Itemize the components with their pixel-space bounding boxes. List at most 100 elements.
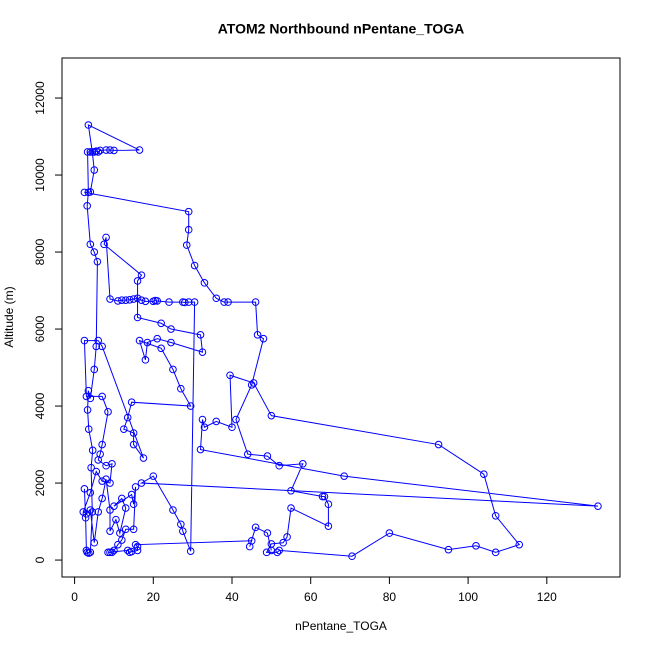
data-point xyxy=(259,334,268,343)
data-point xyxy=(106,295,114,303)
y-tick-label: 6000 xyxy=(33,315,47,342)
data-point xyxy=(83,202,91,210)
data-point xyxy=(165,298,173,306)
data-point xyxy=(131,540,140,549)
data-point xyxy=(228,423,236,432)
data-point xyxy=(98,440,106,449)
data-point xyxy=(106,527,114,535)
data-point xyxy=(121,525,130,534)
data-point xyxy=(129,525,138,534)
y-tick-label: 4000 xyxy=(33,392,47,419)
y-tick-label: 8000 xyxy=(33,238,47,265)
data-point xyxy=(186,402,195,410)
data-point xyxy=(177,520,185,529)
data-point xyxy=(106,146,114,154)
data-point xyxy=(263,452,272,460)
data-point xyxy=(82,510,91,518)
x-tick-label: 100 xyxy=(458,590,478,604)
data-point xyxy=(253,331,262,339)
data-point xyxy=(127,398,136,407)
data-point xyxy=(86,506,95,514)
data-point xyxy=(129,500,138,509)
data-point xyxy=(263,529,272,537)
data-point xyxy=(82,392,91,401)
data-point xyxy=(594,502,602,510)
data-line xyxy=(82,124,599,557)
data-point xyxy=(108,548,116,557)
data-point xyxy=(267,411,276,420)
data-point xyxy=(275,461,284,470)
data-point xyxy=(88,148,97,156)
data-point xyxy=(92,467,101,476)
data-point xyxy=(212,417,221,426)
data-point xyxy=(110,502,118,510)
data-point xyxy=(198,348,207,356)
data-point xyxy=(94,148,103,156)
data-point xyxy=(224,298,232,306)
data-point xyxy=(283,533,291,541)
data-point xyxy=(243,450,252,458)
data-point xyxy=(90,166,99,174)
data-point xyxy=(324,500,333,509)
data-point xyxy=(190,261,199,270)
data-point xyxy=(102,233,110,242)
data-point xyxy=(98,494,106,503)
data-point xyxy=(104,408,112,416)
data-point xyxy=(149,472,158,480)
data-point xyxy=(190,298,199,306)
plot-frame xyxy=(61,57,621,578)
data-point xyxy=(83,406,92,414)
data-point xyxy=(157,344,165,353)
data-point xyxy=(86,394,95,403)
data-point xyxy=(186,547,195,556)
data-point xyxy=(348,552,356,561)
data-point xyxy=(177,384,185,393)
data-point xyxy=(80,188,89,197)
data-point xyxy=(133,294,142,303)
data-point xyxy=(137,479,146,487)
data-point xyxy=(106,506,114,514)
data-point xyxy=(153,334,162,343)
data-point xyxy=(102,146,110,154)
data-point xyxy=(167,338,175,347)
data-point xyxy=(232,415,240,424)
data-point xyxy=(196,331,205,339)
data-point xyxy=(299,460,307,468)
data-point xyxy=(275,546,284,555)
data-point xyxy=(480,470,488,479)
data-point xyxy=(179,298,187,306)
data-point xyxy=(133,313,142,322)
data-point xyxy=(94,508,103,516)
data-point xyxy=(169,506,177,514)
data-point xyxy=(102,475,110,484)
x-tick-label: 0 xyxy=(71,590,78,604)
y-tick-label: 2000 xyxy=(33,469,47,496)
data-point xyxy=(98,392,106,401)
data-point xyxy=(200,279,209,287)
data-point xyxy=(114,297,122,305)
data-point xyxy=(106,479,114,487)
data-point xyxy=(80,336,89,345)
data-point xyxy=(86,488,95,497)
data-point xyxy=(129,295,138,303)
data-point xyxy=(434,440,443,449)
data-point xyxy=(184,298,193,306)
data-point xyxy=(118,296,126,304)
data-point xyxy=(247,381,256,389)
data-point xyxy=(119,425,128,433)
data-point xyxy=(135,146,144,154)
data-point xyxy=(267,546,276,555)
data-point xyxy=(90,248,99,256)
data-point xyxy=(88,446,97,455)
data-point xyxy=(200,423,209,432)
data-point xyxy=(106,548,114,557)
data-point xyxy=(137,271,146,279)
data-point xyxy=(179,527,187,535)
data-point xyxy=(139,454,148,462)
data-point xyxy=(340,472,348,480)
data-point xyxy=(143,338,152,347)
data-point xyxy=(90,365,99,374)
data-point xyxy=(112,515,120,524)
y-tick-label: 0 xyxy=(33,556,47,563)
data-point xyxy=(108,460,116,468)
